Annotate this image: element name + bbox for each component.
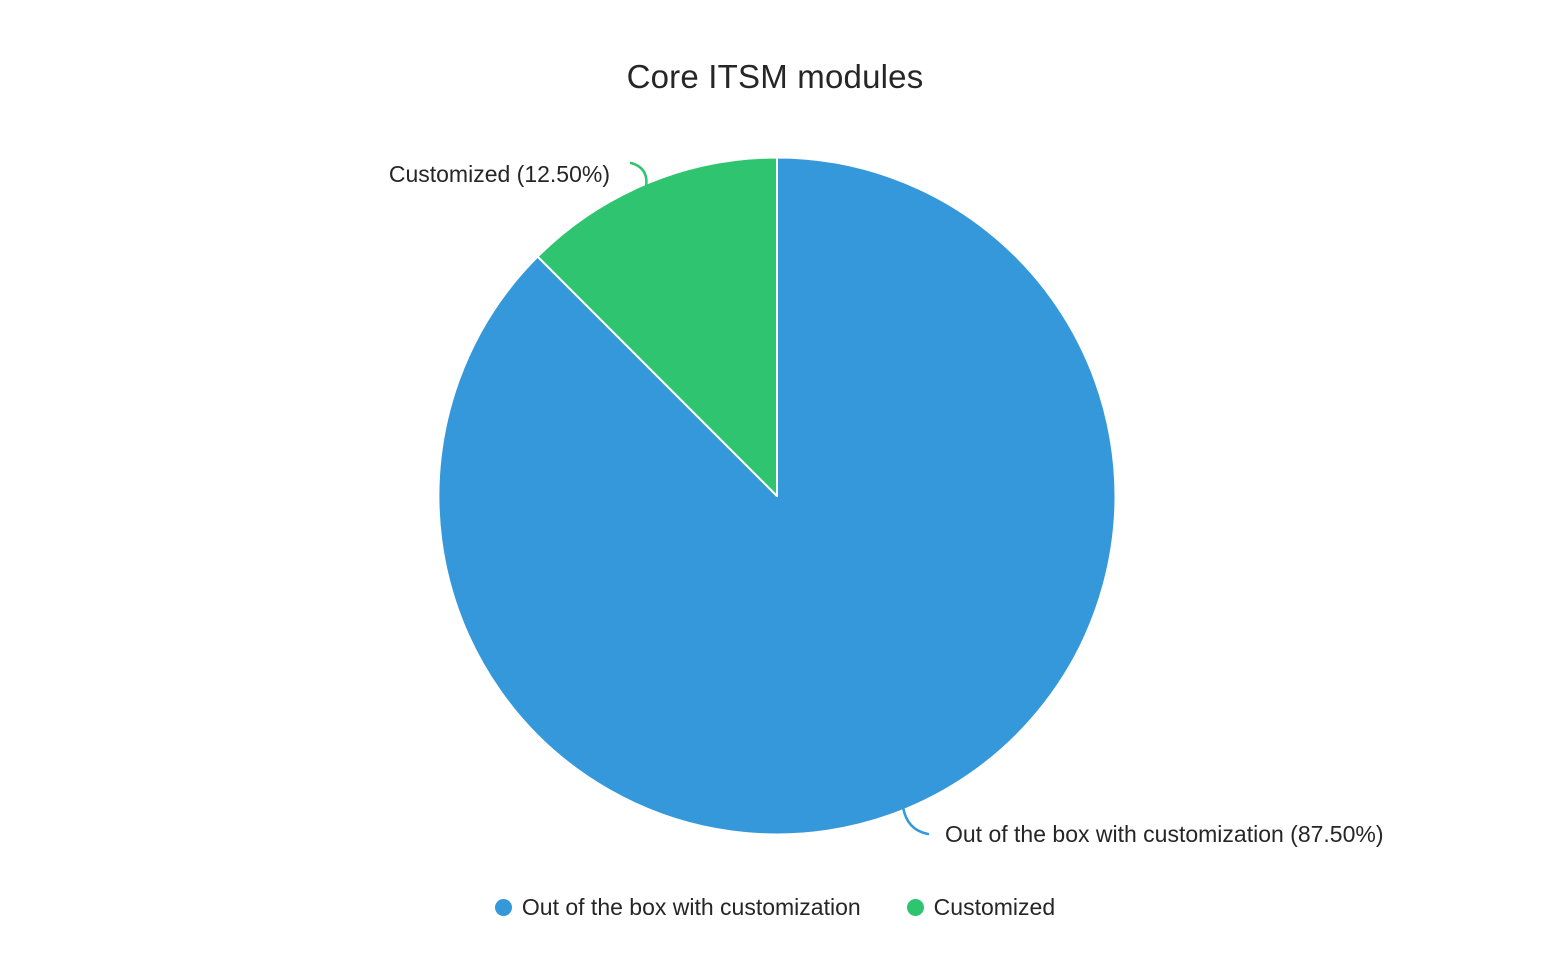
legend-item-out-of-the-box-with-customization[interactable]: Out of the box with customization (494, 893, 861, 921)
legend-dot-icon (494, 898, 512, 916)
legend-dot-icon (906, 898, 924, 916)
pie-slices (437, 156, 1117, 836)
chart-title: Core ITSM modules (626, 58, 924, 95)
customized-callout-connector (629, 161, 648, 189)
callout-label-customized: Customized (12.50%) (388, 161, 610, 187)
legend-item-label: Out of the box with customization (521, 894, 861, 920)
out-of-box-callout-connector (901, 805, 930, 836)
callout-label-out-of-the-box: Out of the box with customization (87.50… (945, 821, 1384, 847)
legend-item-customized[interactable]: Customized (906, 893, 1056, 921)
legend: Out of the box with customization Customi… (0, 893, 1550, 921)
legend-item-label: Customized (933, 894, 1056, 920)
